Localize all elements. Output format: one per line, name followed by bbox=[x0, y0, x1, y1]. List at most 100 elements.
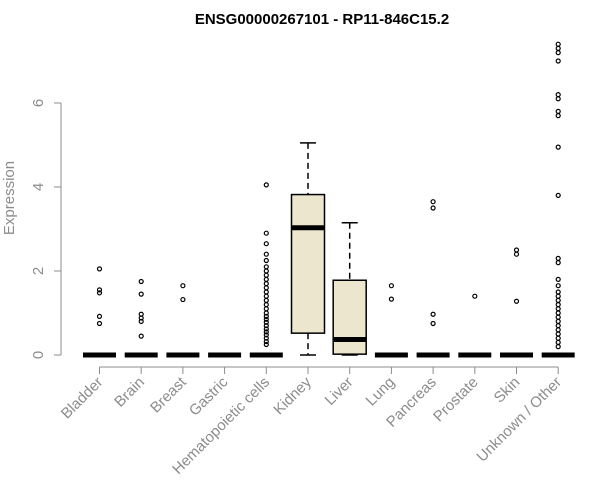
box-liver bbox=[332, 221, 367, 356]
outlier-point bbox=[96, 320, 103, 327]
outlier-point bbox=[555, 192, 561, 198]
outlier-point bbox=[263, 326, 269, 332]
outlier-point bbox=[263, 335, 269, 341]
outlier-point bbox=[263, 289, 269, 295]
box-unknown-other bbox=[541, 41, 575, 358]
outlier-point bbox=[555, 260, 561, 266]
outlier-point bbox=[263, 338, 269, 345]
outlier-point bbox=[263, 297, 269, 303]
box-hematopoietic-cells bbox=[249, 182, 283, 358]
outlier-point bbox=[263, 251, 269, 257]
outlier-point bbox=[96, 287, 103, 293]
box-brain bbox=[124, 278, 158, 358]
outlier-point bbox=[555, 306, 561, 312]
outlier-point bbox=[263, 302, 269, 308]
chart-title: ENSG00000267101 - RP11-846C15.2 bbox=[195, 11, 449, 28]
outlier-point bbox=[263, 264, 269, 270]
outlier-point bbox=[263, 310, 269, 316]
outlier-point bbox=[555, 49, 561, 56]
outlier-point bbox=[555, 293, 561, 299]
outlier-point bbox=[555, 108, 561, 115]
outlier-point bbox=[513, 251, 520, 257]
outlier-point bbox=[96, 266, 103, 272]
y-tick-label: 0 bbox=[30, 351, 47, 359]
boxes-layer bbox=[83, 41, 575, 358]
outlier-point bbox=[263, 182, 269, 188]
outlier-point bbox=[263, 306, 269, 312]
outlier-point bbox=[555, 45, 561, 52]
outlier-point bbox=[555, 58, 561, 64]
box-body bbox=[290, 193, 326, 334]
outlier-point bbox=[263, 281, 269, 287]
outlier-point bbox=[263, 276, 269, 282]
x-tick-label: Skin bbox=[491, 374, 524, 407]
outlier-point bbox=[263, 341, 269, 348]
box-bladder bbox=[83, 266, 116, 358]
outlier-point bbox=[263, 332, 269, 338]
outlier-point bbox=[263, 293, 269, 299]
outlier-point bbox=[555, 283, 561, 289]
y-tick-label: 6 bbox=[30, 99, 47, 107]
x-tick-label: Liver bbox=[322, 374, 357, 409]
outlier-point bbox=[263, 285, 269, 291]
y-axis-label: Expression bbox=[1, 161, 18, 235]
outlier-point bbox=[555, 331, 561, 337]
outlier-point bbox=[555, 96, 561, 102]
outlier-point bbox=[96, 313, 103, 319]
outlier-point bbox=[555, 297, 561, 303]
outlier-point bbox=[555, 339, 561, 345]
outlier-point bbox=[138, 315, 144, 321]
outlier-point bbox=[430, 199, 436, 205]
outlier-point bbox=[555, 323, 561, 329]
outlier-point bbox=[555, 314, 561, 320]
outlier-point bbox=[555, 310, 561, 316]
box-lung bbox=[374, 283, 408, 358]
x-tick-label: Brain bbox=[111, 374, 148, 411]
outlier-point bbox=[555, 302, 561, 308]
x-tick-label: Kidney bbox=[270, 373, 315, 418]
outlier-point bbox=[555, 335, 561, 341]
box-skin bbox=[500, 247, 533, 358]
x-tick-label: Prostate bbox=[430, 374, 482, 426]
outlier-point bbox=[138, 333, 144, 339]
box-pancreas bbox=[416, 199, 450, 358]
outlier-point bbox=[138, 291, 144, 297]
outlier-point bbox=[263, 272, 269, 278]
outlier-point bbox=[430, 320, 436, 327]
y-tick-label: 4 bbox=[30, 183, 47, 191]
outlier-point bbox=[555, 112, 561, 119]
x-tick-label: Breast bbox=[147, 373, 190, 416]
outlier-point bbox=[555, 91, 561, 98]
outlier-point bbox=[555, 144, 561, 150]
box-kidney bbox=[290, 142, 326, 356]
outlier-point bbox=[555, 255, 561, 261]
outlier-point bbox=[138, 278, 144, 285]
outlier-point bbox=[263, 319, 269, 325]
outlier-point bbox=[263, 268, 269, 274]
outlier-point bbox=[513, 247, 520, 253]
y-axis: 0 2 4 6 bbox=[30, 99, 62, 359]
box-prostate bbox=[458, 293, 492, 358]
x-tick-label: Lung bbox=[363, 374, 399, 410]
outlier-point bbox=[263, 329, 269, 335]
outlier-point bbox=[388, 296, 394, 302]
outlier-point bbox=[513, 298, 520, 304]
outlier-point bbox=[472, 293, 478, 299]
outlier-point bbox=[555, 289, 561, 295]
outlier-point bbox=[138, 318, 144, 324]
outlier-point bbox=[555, 327, 561, 333]
outlier-point bbox=[263, 316, 269, 322]
outlier-point bbox=[96, 290, 103, 296]
box-body bbox=[332, 279, 367, 355]
x-tick-label: Bladder bbox=[58, 374, 107, 423]
y-tick-label: 2 bbox=[30, 267, 47, 275]
outlier-point bbox=[263, 313, 269, 319]
outlier-point bbox=[430, 205, 436, 211]
outlier-point bbox=[263, 257, 269, 264]
outlier-point bbox=[555, 344, 561, 350]
box-breast bbox=[166, 283, 200, 358]
outlier-point bbox=[263, 241, 269, 247]
outlier-point bbox=[180, 283, 186, 289]
